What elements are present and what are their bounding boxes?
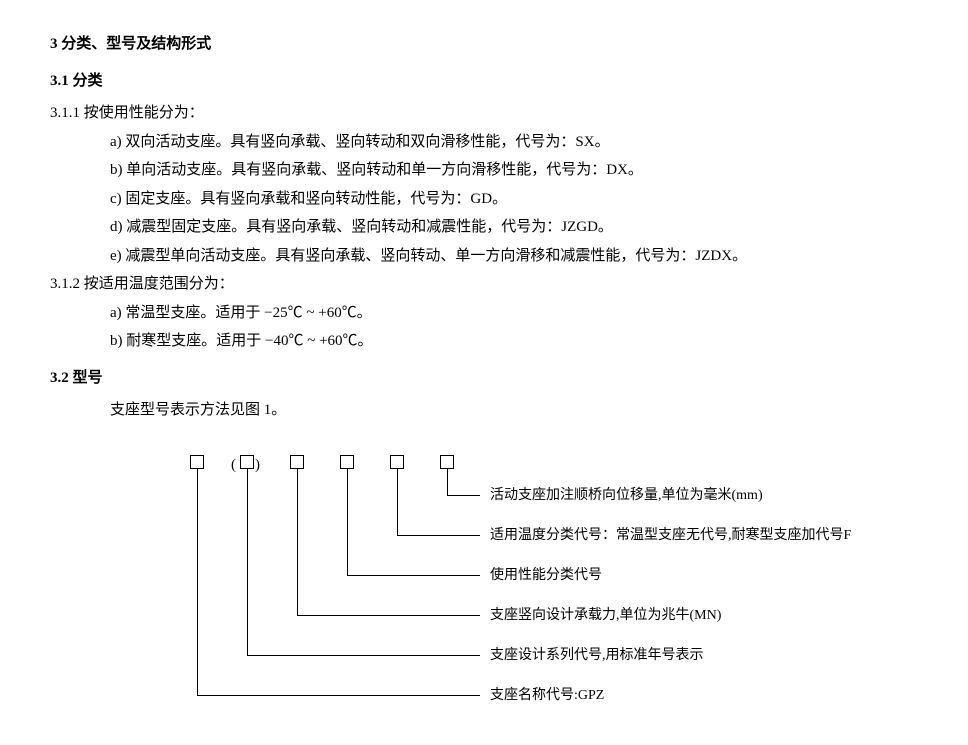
- leader-hline-0: [447, 495, 480, 496]
- leader-hline-2: [347, 575, 480, 576]
- diagram-label-0: 活动支座加注顺桥向位移量,单位为毫米(mm): [490, 489, 763, 503]
- item-3-1-1-b: b) 单向活动支座。具有竖向承载、竖向转动和单一方向滑移性能，代号为：DX。: [110, 156, 918, 185]
- item-3-1-1-c: c) 固定支座。具有竖向承载和竖向转动性能，代号为：GD。: [110, 185, 918, 214]
- diagram-box-0: [190, 455, 204, 469]
- diagram-box-1: [240, 455, 254, 469]
- leader-hline-5: [197, 695, 480, 696]
- model-number-diagram: ()活动支座加注顺桥向位移量,单位为毫米(mm)适用温度分类代号：常温型支座无代…: [150, 455, 918, 715]
- leader-vline-4: [247, 469, 248, 655]
- section-3-2-text: 支座型号表示方法见图 1。: [110, 396, 918, 425]
- diagram-label-5: 支座名称代号:GPZ: [490, 689, 604, 703]
- diagram-label-1: 适用温度分类代号：常温型支座无代号,耐寒型支座加代号F: [490, 529, 851, 543]
- leader-vline-3: [297, 469, 298, 615]
- item-3-1-2-a: a) 常温型支座。适用于 −25℃ ~ +60℃。: [110, 299, 918, 328]
- section-3-2-title: 3.2 型号: [50, 364, 918, 393]
- paren-right-icon: ): [255, 451, 260, 480]
- diagram-box-2: [290, 455, 304, 469]
- diagram-label-4: 支座设计系列代号,用标准年号表示: [490, 649, 704, 663]
- item-3-1-2-b: b) 耐寒型支座。适用于 −40℃ ~ +60℃。: [110, 327, 918, 356]
- diagram-box-5: [440, 455, 454, 469]
- leader-vline-1: [397, 469, 398, 535]
- leader-hline-1: [397, 535, 480, 536]
- leader-hline-3: [297, 615, 480, 616]
- section-3-1-2-title: 3.1.2 按适用温度范围分为：: [50, 270, 918, 299]
- item-3-1-1-d: d) 减震型固定支座。具有竖向承载、竖向转动和减震性能，代号为：JZGD。: [110, 213, 918, 242]
- paren-left-icon: (: [231, 451, 236, 480]
- leader-hline-4: [247, 655, 480, 656]
- leader-vline-2: [347, 469, 348, 575]
- diagram-label-3: 支座竖向设计承载力,单位为兆牛(MN): [490, 609, 721, 623]
- diagram-label-2: 使用性能分类代号: [490, 569, 602, 583]
- leader-vline-5: [197, 469, 198, 695]
- section-3-1-1-title: 3.1.1 按使用性能分为：: [50, 99, 918, 128]
- item-3-1-1-a: a) 双向活动支座。具有竖向承载、竖向转动和双向滑移性能，代号为：SX。: [110, 128, 918, 157]
- diagram-box-4: [390, 455, 404, 469]
- section-3-1-title: 3.1 分类: [50, 67, 918, 96]
- item-3-1-1-e: e) 减震型单向活动支座。具有竖向承载、竖向转动、单一方向滑移和减震性能，代号为…: [110, 242, 918, 271]
- section-3-title: 3 分类、型号及结构形式: [50, 30, 918, 59]
- leader-vline-0: [447, 469, 448, 495]
- diagram-box-3: [340, 455, 354, 469]
